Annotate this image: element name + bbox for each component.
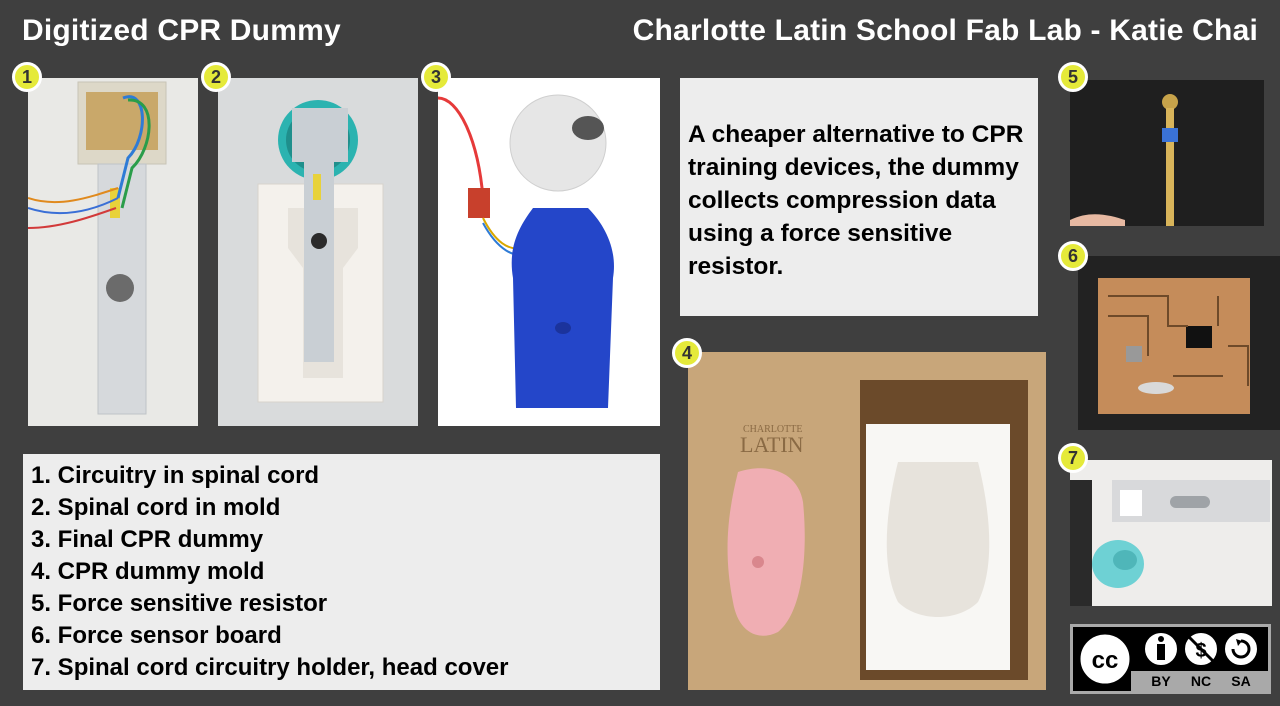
list-item: 7. Spinal cord circuitry holder, head co… [31, 654, 509, 681]
caption-list: 1. Circuitry in spinal cord 2. Spinal co… [23, 454, 660, 690]
badge-photo-5: 5 [1058, 62, 1088, 92]
noncommercial-icon: $ [1183, 631, 1219, 667]
photo-spinal-cord-mold [218, 78, 418, 426]
photo-cpr-dummy-mold: CHARLOTTE LATIN [688, 352, 1046, 690]
photo-circuitry-spinal-cord [28, 78, 198, 426]
photo-final-cpr-dummy [438, 78, 660, 426]
list-item: 1. Circuitry in spinal cord [31, 462, 320, 489]
badge-photo-7: 7 [1058, 443, 1088, 473]
list-item: 5. Force sensitive resistor [31, 590, 328, 617]
cc-label-sa: SA [1231, 673, 1250, 689]
page-title: Digitized CPR Dummy [22, 14, 341, 47]
badge-photo-1: 1 [12, 62, 42, 92]
cc-label-by: BY [1151, 673, 1171, 689]
photo-force-sensor-board [1078, 256, 1280, 430]
list-item: 3. Final CPR dummy [31, 526, 264, 553]
cc-icon: cc [1077, 631, 1133, 687]
mold-label-large: LATIN [740, 432, 804, 457]
description-box: A cheaper alternative to CPR training de… [680, 78, 1038, 316]
badge-photo-3: 3 [421, 62, 451, 92]
list-item: 4. CPR dummy mold [31, 558, 265, 585]
mold-label-small: CHARLOTTE [743, 424, 802, 435]
author-title: Charlotte Latin School Fab Lab - Katie C… [632, 14, 1258, 47]
attribution-icon [1143, 631, 1179, 667]
list-item: 6. Force sensor board [31, 622, 282, 649]
cc-license-badge: cc $ BY NC SA [1070, 624, 1271, 694]
photo-force-sensitive-resistor [1070, 80, 1264, 226]
sharealike-icon [1223, 631, 1259, 667]
list-item: 2. Spinal cord in mold [31, 494, 281, 521]
badge-photo-6: 6 [1058, 241, 1088, 271]
svg-text:cc: cc [1092, 647, 1119, 674]
cc-label-nc: NC [1191, 673, 1211, 689]
badge-photo-4: 4 [672, 338, 702, 368]
badge-photo-2: 2 [201, 62, 231, 92]
photo-circuitry-holder-head-cover [1070, 460, 1272, 606]
